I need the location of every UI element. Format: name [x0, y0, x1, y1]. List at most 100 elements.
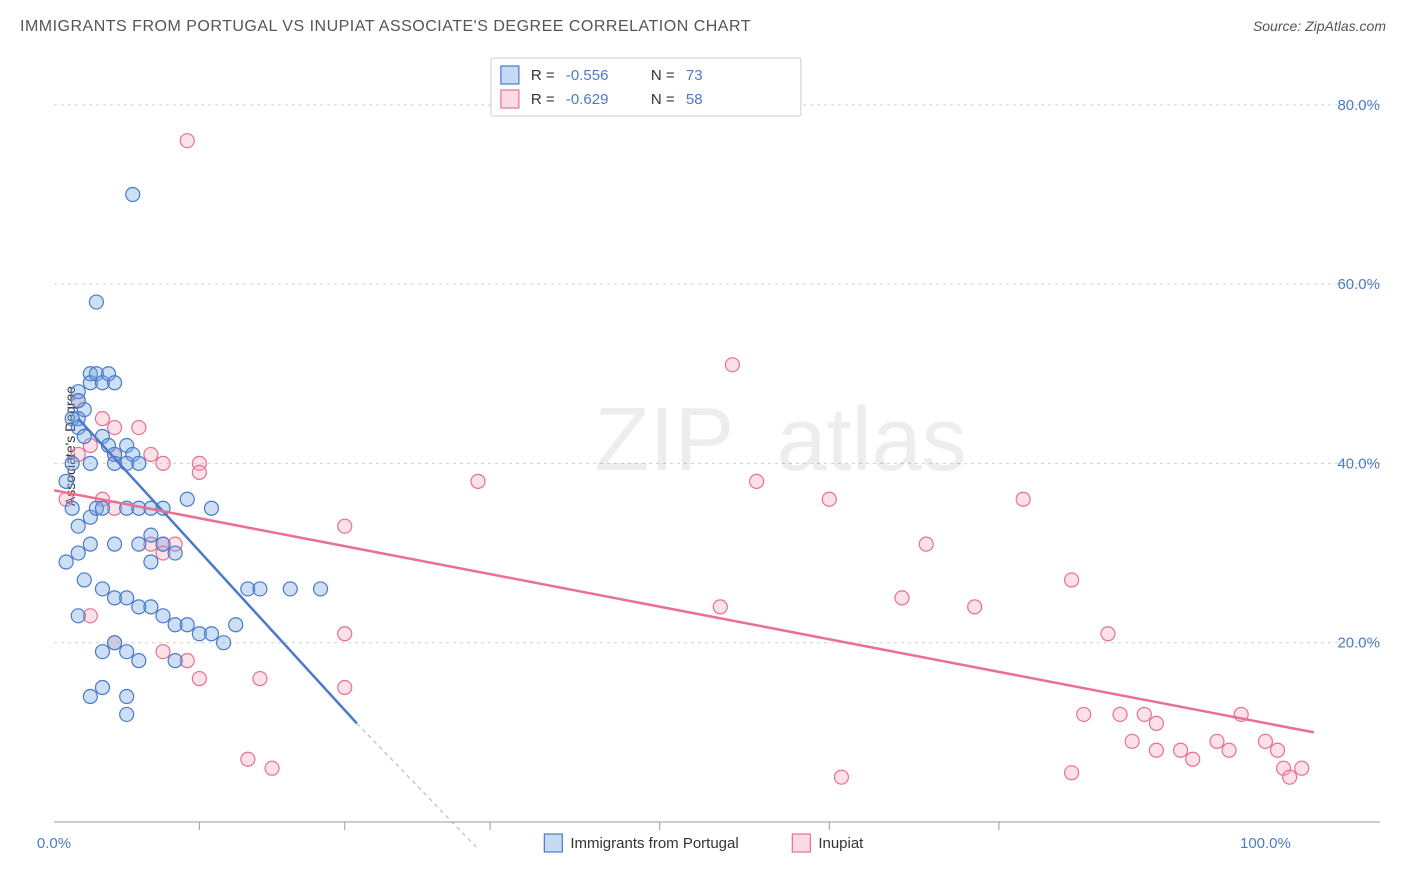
data-point	[71, 519, 85, 533]
data-point	[120, 707, 134, 721]
trend-line	[54, 490, 1314, 732]
data-point	[1222, 743, 1236, 757]
legend-n-label: N =	[651, 91, 675, 108]
data-point	[180, 492, 194, 506]
x-tick-label: 100.0%	[1240, 835, 1291, 852]
data-point	[180, 618, 194, 632]
data-point	[108, 421, 122, 435]
data-point	[168, 546, 182, 560]
chart-svg: 20.0%40.0%60.0%80.0%ZIPatlas0.0%100.0%R …	[50, 56, 1386, 852]
data-point	[65, 501, 79, 515]
data-point	[108, 636, 122, 650]
data-point	[59, 555, 73, 569]
data-point	[1077, 707, 1091, 721]
data-point	[1016, 492, 1030, 506]
legend-r-label: R =	[531, 67, 555, 84]
y-tick-label: 60.0%	[1337, 276, 1380, 293]
data-point	[1174, 743, 1188, 757]
data-point	[156, 609, 170, 623]
y-tick-label: 80.0%	[1337, 97, 1380, 114]
data-point	[120, 591, 134, 605]
data-point	[1125, 734, 1139, 748]
data-point	[156, 537, 170, 551]
data-point	[1065, 573, 1079, 587]
legend-r-value: -0.556	[566, 67, 609, 84]
data-point	[120, 645, 134, 659]
data-point	[1283, 770, 1297, 784]
data-point	[822, 492, 836, 506]
y-tick-label: 40.0%	[1337, 455, 1380, 472]
data-point	[108, 537, 122, 551]
data-point	[95, 582, 109, 596]
data-point	[144, 555, 158, 569]
data-point	[471, 474, 485, 488]
data-point	[180, 134, 194, 148]
data-point	[71, 394, 85, 408]
data-point	[120, 689, 134, 703]
data-point	[83, 537, 97, 551]
data-point	[834, 770, 848, 784]
data-point	[71, 609, 85, 623]
data-point	[338, 627, 352, 641]
trend-line	[78, 419, 357, 724]
data-point	[59, 474, 73, 488]
data-point	[108, 376, 122, 390]
legend-swatch	[501, 90, 519, 108]
data-point	[204, 627, 218, 641]
data-point	[144, 447, 158, 461]
data-point	[1101, 627, 1115, 641]
data-point	[229, 618, 243, 632]
data-point	[204, 501, 218, 515]
data-point	[1210, 734, 1224, 748]
plot-area: 20.0%40.0%60.0%80.0%ZIPatlas0.0%100.0%R …	[50, 56, 1386, 852]
data-point	[156, 456, 170, 470]
chart-title: IMMIGRANTS FROM PORTUGAL VS INUPIAT ASSO…	[20, 18, 751, 36]
data-point	[1149, 743, 1163, 757]
data-point	[89, 295, 103, 309]
data-point	[168, 654, 182, 668]
data-point	[95, 645, 109, 659]
data-point	[1258, 734, 1272, 748]
legend-n-label: N =	[651, 67, 675, 84]
chart-header: IMMIGRANTS FROM PORTUGAL VS INUPIAT ASSO…	[20, 18, 1386, 36]
data-point	[83, 689, 97, 703]
data-point	[95, 681, 109, 695]
data-point	[217, 636, 231, 650]
legend-swatch	[501, 66, 519, 84]
data-point	[144, 600, 158, 614]
trend-line-extrapolated	[357, 723, 478, 849]
data-point	[71, 546, 85, 560]
data-point	[132, 421, 146, 435]
data-point	[1113, 707, 1127, 721]
watermark: atlas	[777, 390, 967, 490]
data-point	[750, 474, 764, 488]
data-point	[126, 187, 140, 201]
data-point	[241, 752, 255, 766]
data-point	[895, 591, 909, 605]
data-point	[83, 456, 97, 470]
chart-source: Source: ZipAtlas.com	[1253, 18, 1386, 34]
data-point	[338, 519, 352, 533]
data-point	[65, 456, 79, 470]
data-point	[919, 537, 933, 551]
data-point	[265, 761, 279, 775]
legend-series-label: Inupiat	[818, 835, 864, 852]
data-point	[95, 501, 109, 515]
legend-n-value: 58	[686, 91, 703, 108]
data-point	[338, 681, 352, 695]
data-point	[725, 358, 739, 372]
data-point	[192, 465, 206, 479]
y-tick-label: 20.0%	[1337, 635, 1380, 652]
data-point	[253, 672, 267, 686]
legend-r-value: -0.629	[566, 91, 609, 108]
data-point	[132, 537, 146, 551]
x-tick-label: 0.0%	[37, 835, 71, 852]
data-point	[95, 412, 109, 426]
data-point	[192, 672, 206, 686]
data-point	[1271, 743, 1285, 757]
data-point	[144, 528, 158, 542]
data-point	[283, 582, 297, 596]
data-point	[132, 456, 146, 470]
data-point	[1149, 716, 1163, 730]
data-point	[132, 654, 146, 668]
